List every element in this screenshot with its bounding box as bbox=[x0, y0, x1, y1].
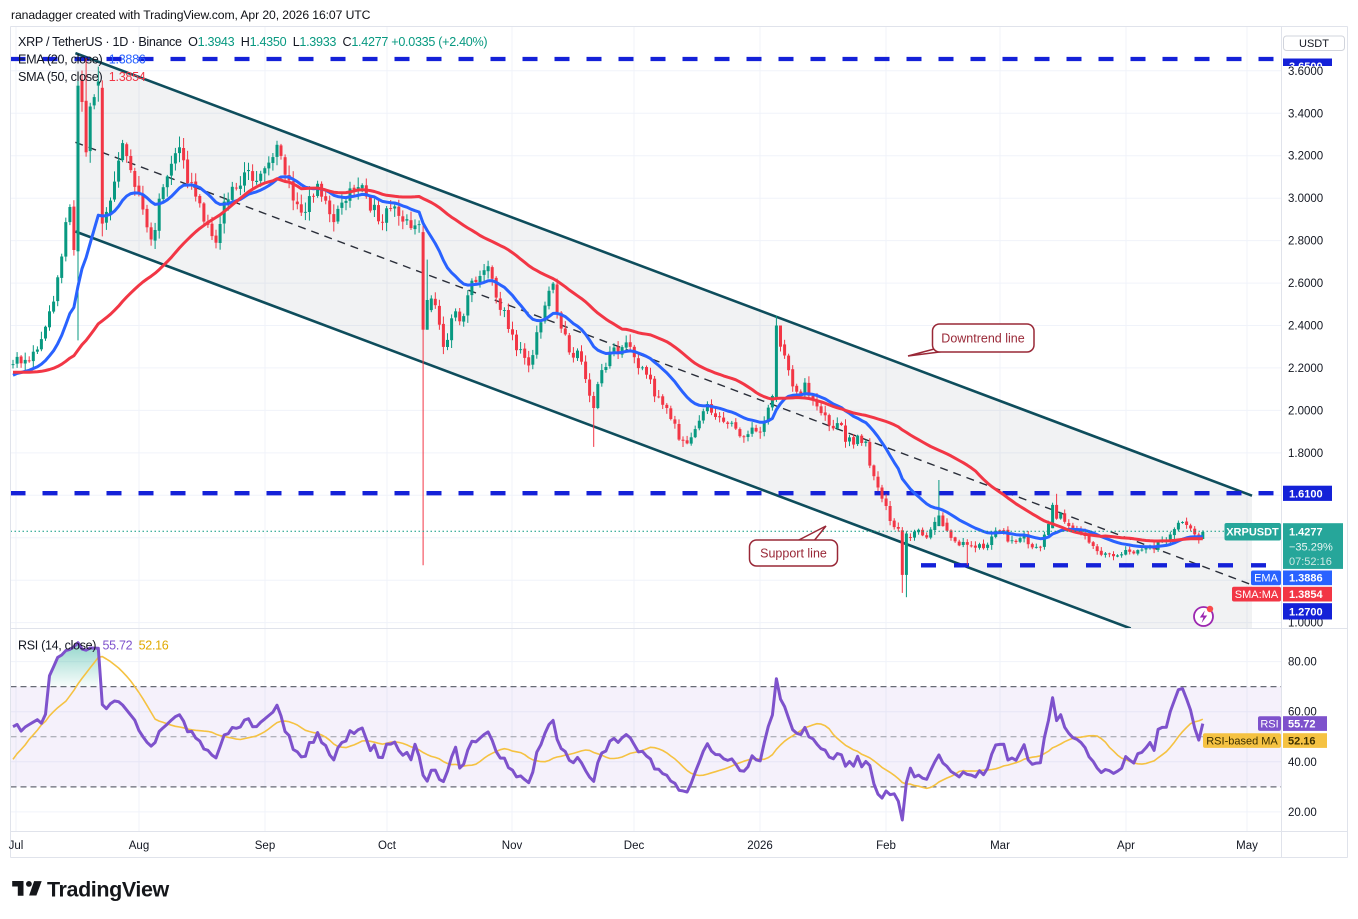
svg-text:2.0000: 2.0000 bbox=[1288, 405, 1323, 417]
svg-text:Dec: Dec bbox=[624, 840, 645, 852]
svg-text:SMA:MA: SMA:MA bbox=[1235, 589, 1279, 601]
svg-text:Jul: Jul bbox=[9, 840, 24, 852]
svg-text:SMA (50, close) 1.3854: SMA (50, close) 1.3854 bbox=[18, 70, 146, 84]
svg-text:80.00: 80.00 bbox=[1288, 657, 1317, 669]
svg-text:RSI-based MA: RSI-based MA bbox=[1206, 735, 1278, 747]
svg-text:1.2700: 1.2700 bbox=[1289, 607, 1323, 619]
svg-text:40.00: 40.00 bbox=[1288, 757, 1317, 769]
svg-text:3.4000: 3.4000 bbox=[1288, 108, 1323, 120]
svg-text:1.0000: 1.0000 bbox=[1288, 618, 1323, 630]
svg-text:Oct: Oct bbox=[378, 840, 397, 852]
svg-text:RSI: RSI bbox=[1260, 718, 1278, 730]
svg-text:Support line: Support line bbox=[760, 547, 827, 561]
svg-text:3.6000: 3.6000 bbox=[1288, 66, 1323, 78]
svg-text:XRP / TetherUS · 1D · Binance: XRP / TetherUS · 1D · Binance O1.3943 H1… bbox=[18, 35, 487, 49]
svg-text:2.6000: 2.6000 bbox=[1288, 278, 1323, 290]
svg-text:1.4277: 1.4277 bbox=[1289, 527, 1323, 539]
svg-text:52.16: 52.16 bbox=[1288, 735, 1316, 747]
svg-text:2026: 2026 bbox=[747, 840, 773, 852]
svg-text:Sep: Sep bbox=[255, 840, 275, 852]
svg-text:2.2000: 2.2000 bbox=[1288, 363, 1323, 375]
svg-text:Apr: Apr bbox=[1117, 840, 1135, 852]
svg-text:EMA (20, close) 1.3886: EMA (20, close) 1.3886 bbox=[18, 53, 146, 67]
svg-text:07:52:16: 07:52:16 bbox=[1289, 556, 1332, 568]
svg-text:1.6100: 1.6100 bbox=[1289, 488, 1323, 500]
svg-text:EMA: EMA bbox=[1254, 573, 1279, 585]
svg-text:Aug: Aug bbox=[129, 840, 149, 852]
svg-text:Feb: Feb bbox=[876, 840, 896, 852]
svg-text:Mar: Mar bbox=[990, 840, 1010, 852]
svg-text:TradingView: TradingView bbox=[47, 878, 170, 902]
svg-text:3.0000: 3.0000 bbox=[1288, 193, 1323, 205]
svg-text:2.8000: 2.8000 bbox=[1288, 236, 1323, 248]
svg-text:XRPUSDT: XRPUSDT bbox=[1226, 527, 1279, 539]
svg-text:3.6500: 3.6500 bbox=[1289, 61, 1323, 73]
svg-text:Nov: Nov bbox=[502, 840, 523, 852]
svg-text:Downtrend line: Downtrend line bbox=[941, 332, 1024, 346]
svg-text:RSI (14, close) 55.72 52.16: RSI (14, close) 55.72 52.16 bbox=[18, 639, 169, 653]
svg-text:20.00: 20.00 bbox=[1288, 807, 1317, 819]
svg-text:55.72: 55.72 bbox=[1288, 718, 1316, 730]
svg-text:1.3886: 1.3886 bbox=[1289, 573, 1323, 585]
svg-text:−35.29%: −35.29% bbox=[1289, 542, 1333, 554]
svg-text:May: May bbox=[1236, 840, 1258, 852]
svg-text:ranadagger created with Tradin: ranadagger created with TradingView.com,… bbox=[11, 8, 371, 22]
svg-text:USDT: USDT bbox=[1299, 38, 1329, 50]
svg-text:1.3854: 1.3854 bbox=[1289, 589, 1324, 601]
svg-text:2.4000: 2.4000 bbox=[1288, 321, 1323, 333]
svg-text:60.00: 60.00 bbox=[1288, 707, 1317, 719]
svg-text:1.8000: 1.8000 bbox=[1288, 448, 1323, 460]
svg-text:3.2000: 3.2000 bbox=[1288, 151, 1323, 163]
